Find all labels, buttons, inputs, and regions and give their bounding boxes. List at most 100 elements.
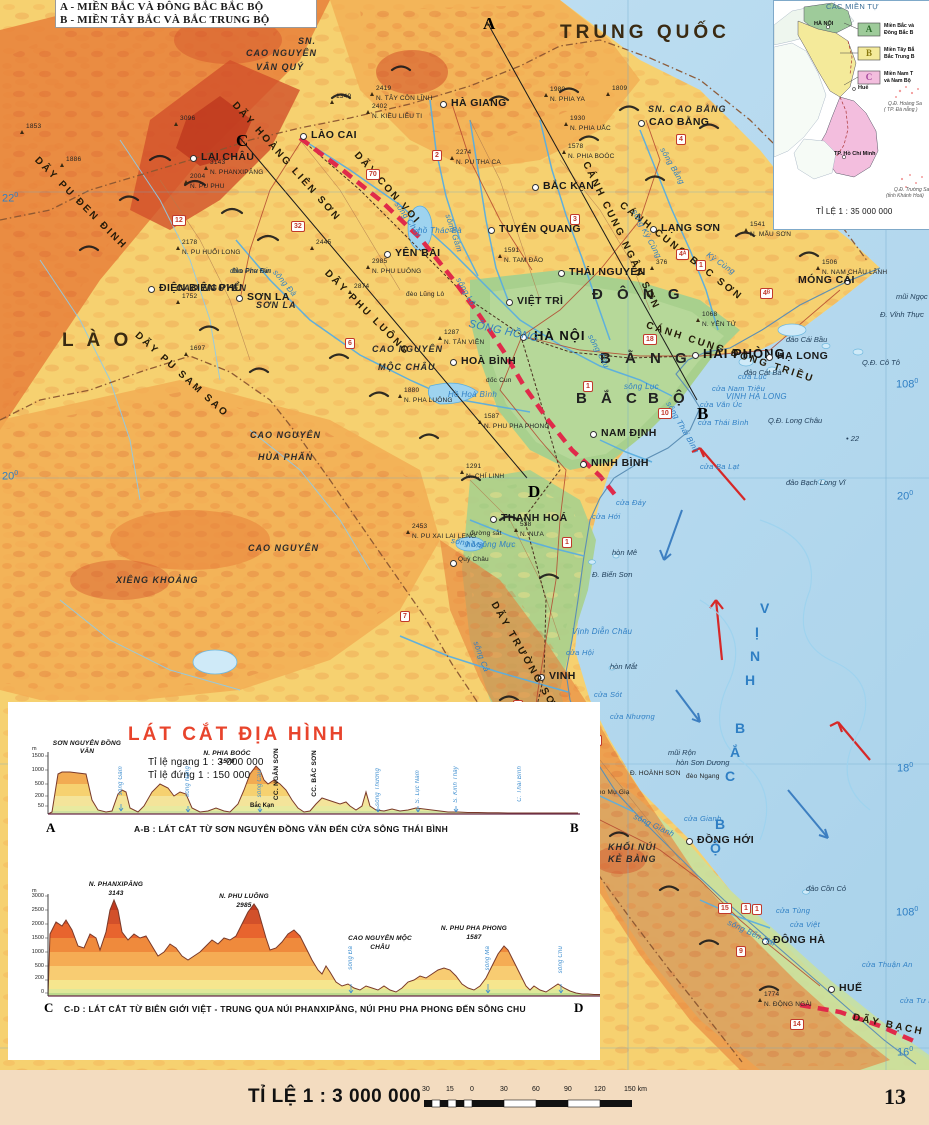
city-dot-23[interactable] <box>827 985 835 993</box>
road-number-badge-7: 1 <box>562 537 572 548</box>
profile-ab-tick-500: 500 <box>34 781 44 787</box>
peak-marker-9 <box>815 266 820 270</box>
peak-marker-27 <box>309 246 314 250</box>
peak-marker-1 <box>365 265 370 269</box>
peak-marker-7 <box>561 150 566 154</box>
city-dot-11[interactable] <box>505 298 513 306</box>
profile-panel-title: LÁT CẮT ĐỊA HÌNH <box>128 724 347 745</box>
peak-marker-25 <box>183 352 188 356</box>
profile-cd-river-ma: sông Mã <box>485 946 491 971</box>
profile-cd-caption: C-D : LÁT CẮT TỪ BIÊN GIỚI VIỆT - TRUNG … <box>64 1004 526 1014</box>
city-dot-14[interactable] <box>147 285 155 293</box>
profile-cd-tick-2000: 2000 <box>31 921 44 927</box>
inset-key-a: A <box>865 24 873 34</box>
city-dot-22[interactable] <box>761 937 769 945</box>
city-dot-24[interactable] <box>843 277 851 285</box>
city-dot-17[interactable] <box>579 460 587 468</box>
city-dot-7[interactable] <box>531 183 539 191</box>
peak-marker-10 <box>695 318 700 322</box>
profile-cd-unit: m <box>32 888 37 894</box>
city-dot-15[interactable] <box>189 154 197 162</box>
inset-region-map[interactable]: CÁC MIỀN TỰ A B C Miền Bắc và Đông Bắc B… <box>773 0 929 230</box>
profile-cd-river-da: sông Đà <box>348 946 354 970</box>
city-dot-8[interactable] <box>557 269 565 277</box>
profile-ab-unit: m <box>32 746 37 752</box>
road-number-badge-21: 14 <box>790 1019 804 1030</box>
peak-marker-28 <box>347 290 352 294</box>
inset-key-a-line1: Miền Bắc và <box>884 23 914 29</box>
scalebar-label-30r: 30 <box>500 1086 508 1093</box>
profile-cd-end: D <box>574 1000 584 1015</box>
profile-ab-river-thuong: sông Thương <box>375 768 381 806</box>
road-number-badge-5: 1 <box>696 260 706 271</box>
city-dot-1[interactable] <box>691 351 699 359</box>
profile-cd-tick-200: 200 <box>34 975 44 981</box>
peak-marker-24 <box>175 300 180 304</box>
profile-cd-feature-mocchau: CAO NGUYÊN MỘC CHÂU <box>348 935 412 951</box>
road-number-badge-15: 6 <box>345 338 355 349</box>
peak-marker-31 <box>19 130 24 134</box>
profile-ab-river-nang: sông Năng <box>185 766 191 797</box>
peak-marker-22 <box>59 163 64 167</box>
road-number-badge-3: 4ᴬ <box>676 249 690 260</box>
road-number-badge-2: 4 <box>676 134 686 145</box>
city-dot-25[interactable] <box>449 559 457 567</box>
city-dot-3[interactable] <box>299 132 307 140</box>
scalebar-label-90: 90 <box>564 1086 572 1093</box>
city-dot-2[interactable] <box>765 353 773 361</box>
terrain-profile-panel: LÁT CẮT ĐỊA HÌNH Tỉ lệ ngang 1 : 3 000 0… <box>8 702 600 1060</box>
profile-cd-tick-1000: 1000 <box>31 949 44 955</box>
peak-marker-3 <box>369 92 374 96</box>
page-number: 13 <box>884 1084 906 1109</box>
road-number-badge-14: 12 <box>172 215 186 226</box>
profile-cd-tick-2500: 2500 <box>31 907 44 913</box>
city-dot-16[interactable] <box>589 430 597 438</box>
bottom-scale-bar: TỈ LỆ 1 : 3 000 000 30 15 <box>0 1070 929 1125</box>
peak-marker-21 <box>405 530 410 534</box>
graphic-scale-bar: 30 15 0 30 60 90 120 150 km <box>422 1086 672 1115</box>
profile-ab-tick-200: 200 <box>34 793 44 799</box>
inset-hoangsa-sub: ( TP. Đà nẵng ) <box>884 107 918 113</box>
peak-marker-30 <box>649 266 654 270</box>
profile-cd-feature-phuphaphong: N. PHU PHA PHONG 1587 <box>440 925 508 941</box>
inset-title: CÁC MIỀN TỰ <box>826 2 879 11</box>
profile-cd-feature-phanxipang: N. PHANXIPĂNG 3143 <box>88 881 144 897</box>
city-dot-18[interactable] <box>489 515 497 523</box>
profile-scale-vertical: Tỉ lệ đứng 1 : 150 000 <box>148 770 251 781</box>
peak-marker-8 <box>743 228 748 232</box>
inset-key-a-line2: Đông Bắc B <box>884 30 914 36</box>
road-number-badge-1: 3 <box>570 214 580 225</box>
profile-ab-town-backan: Bắc Kạn <box>250 803 275 809</box>
road-number-badge-10: 10 <box>658 408 672 419</box>
peak-marker-4 <box>365 110 370 114</box>
scalebar-label-150km: 150 km <box>624 1086 647 1093</box>
peak-marker-12 <box>175 246 180 250</box>
city-dot-4[interactable] <box>439 100 447 108</box>
profile-ab-river-kinhthay: S. Kinh Thầy <box>453 766 459 803</box>
city-dot-21[interactable] <box>685 837 693 845</box>
inset-truongsa-label: Q.Đ. Trường Sa <box>894 187 929 193</box>
inset-key-c-line1: Miền Nam T <box>884 71 914 77</box>
city-dot-6[interactable] <box>649 225 657 233</box>
road-number-badge-16: 7 <box>400 611 410 622</box>
city-dot-5[interactable] <box>637 119 645 127</box>
city-dot-0[interactable] <box>519 333 527 341</box>
city-dot-10[interactable] <box>383 250 391 258</box>
city-dot-13[interactable] <box>235 294 243 302</box>
profile-ab-feature-dongvan: SƠN NGUYÊN ĐỒNG VĂN <box>52 740 122 755</box>
scalebar-label-0: 0 <box>470 1086 474 1093</box>
scalebar-label-60: 60 <box>532 1086 540 1093</box>
profile-cd-tick-3000: 3000 <box>31 893 44 899</box>
city-dot-12[interactable] <box>449 358 457 366</box>
peak-marker-15 <box>397 394 402 398</box>
profile-cd-tick-500: 500 <box>34 963 44 969</box>
inset-hoangsa-label: Q.Đ. Hoàng Sa <box>888 101 922 107</box>
inset-key-b: B <box>865 48 872 58</box>
peak-marker-13 <box>183 180 188 184</box>
city-dot-9[interactable] <box>487 226 495 234</box>
city-dot-19[interactable] <box>537 673 545 681</box>
profile-ab-river-cau: sông Cầu <box>257 770 263 798</box>
profile-cd-river-chu: sông Chu <box>558 946 564 974</box>
map-scale-text: TỈ LỆ 1 : 3 000 000 <box>248 1086 422 1107</box>
